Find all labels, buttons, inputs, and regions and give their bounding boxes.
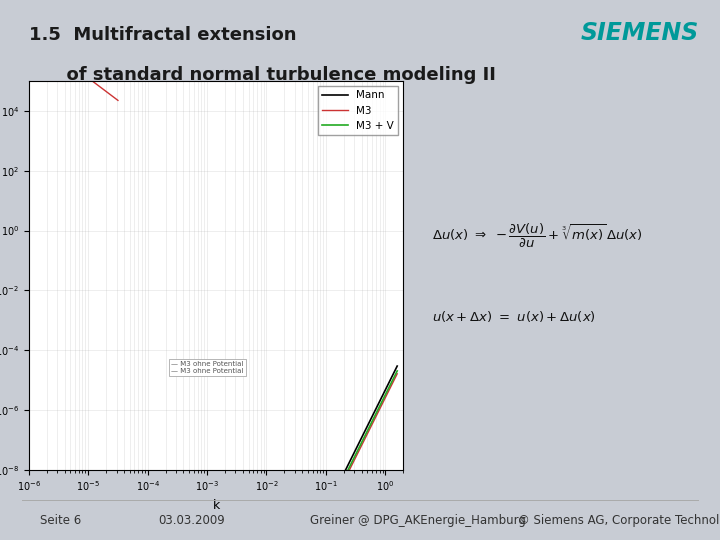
Text: 03.03.2009: 03.03.2009 [158, 514, 225, 527]
Mann [318, 512, 327, 519]
Text: $\Delta u(x)\ \Rightarrow\ -\dfrac{\partial V(u)}{\partial u} + \sqrt[3]{m(x)}\,: $\Delta u(x)\ \Rightarrow\ -\dfrac{\part… [432, 221, 643, 249]
Text: SIEMENS: SIEMENS [580, 21, 698, 45]
Text: 1.5  Multifractal extension: 1.5 Multifractal extension [29, 26, 297, 44]
Line: Mann: Mann [29, 366, 397, 540]
Mann [312, 526, 320, 532]
Legend: Mann, M3, M3 + V: Mann, M3, M3 + V [318, 86, 398, 135]
Text: Greiner @ DPG_AKEnergie_Hamburg: Greiner @ DPG_AKEnergie_Hamburg [310, 514, 526, 527]
Line: M3: M3 [29, 374, 397, 540]
Text: $u(x+\Delta x)\ =\ u(x) + \Delta u(x)$: $u(x+\Delta x)\ =\ u(x) + \Delta u(x)$ [432, 309, 596, 324]
M3 [312, 533, 320, 539]
Line: M3 + V: M3 + V [29, 371, 397, 540]
Mann [393, 363, 402, 369]
M3 + V [393, 368, 402, 374]
X-axis label: k: k [212, 499, 220, 512]
M3 [319, 520, 328, 526]
Text: Seite 6: Seite 6 [40, 514, 81, 527]
M3 + V [318, 518, 327, 524]
Text: — M3 ohne Potential
— M3 ohne Potential: — M3 ohne Potential — M3 ohne Potential [171, 361, 243, 374]
Text: of standard normal turbulence modeling II: of standard normal turbulence modeling I… [29, 66, 495, 84]
M3 + V [312, 531, 320, 537]
Text: © Siemens AG, Corporate Technology: © Siemens AG, Corporate Technology [518, 514, 720, 527]
M3 [393, 370, 402, 377]
